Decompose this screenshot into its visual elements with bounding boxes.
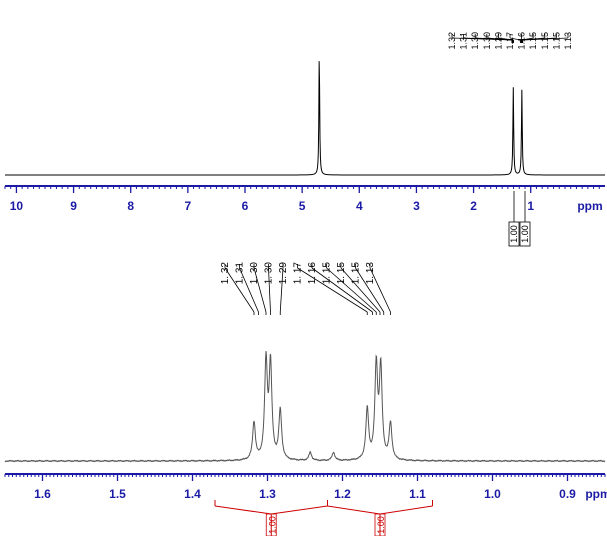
peak-label-connector	[498, 37, 514, 41]
integral-value-box	[508, 221, 520, 247]
x-tick-label: 8	[127, 199, 134, 213]
peak-label: 1.15	[528, 32, 538, 50]
peak-labels: 1.321.311.301.301.291.171.161.151.151.15…	[447, 32, 573, 50]
x-tick-label: 1.3	[259, 487, 276, 501]
peak-label: 1. 17	[293, 262, 304, 285]
peak-label-connector	[355, 267, 385, 313]
x-tick-label: 2	[470, 199, 477, 213]
peak-label: 1.15	[551, 32, 561, 50]
peak-label: 1. 13	[365, 262, 376, 285]
integral-bracket	[271, 505, 328, 515]
x-tick-label: 0.9	[559, 487, 576, 501]
integral-value: 1.00	[376, 516, 386, 534]
peak-label-connector	[369, 267, 391, 313]
integral-bracket	[379, 505, 433, 515]
spectrum-trace	[4, 350, 606, 463]
peak-label-connector	[509, 37, 521, 41]
peak-label-connector	[520, 37, 522, 41]
x-tick-label: 3	[413, 199, 420, 213]
peak-label: 1. 15	[351, 262, 362, 285]
peak-label: 1.13	[563, 32, 573, 50]
x-tick-label: 6	[242, 199, 249, 213]
x-tick-label: 1.6	[34, 487, 51, 501]
peak-label-connector	[522, 37, 569, 41]
peak-label: 1.32	[447, 32, 457, 50]
integral-value-box	[374, 513, 386, 536]
x-tick-label: 1.2	[334, 487, 351, 501]
x-tick-label: 9	[70, 199, 77, 213]
integral-bracket	[327, 505, 381, 515]
integral-value: 1.00	[520, 225, 530, 243]
peak-label-connector	[340, 267, 381, 313]
x-tick-label: 4	[356, 199, 363, 213]
peak-label: 1.17	[505, 32, 515, 50]
peak-label-connector	[279, 267, 284, 313]
x-tick-label: 1	[527, 199, 534, 213]
peak-label: 1. 15	[322, 262, 333, 285]
peak-label-connector	[239, 267, 259, 313]
x-tick-label: 5	[299, 199, 306, 213]
x-tick-label: 7	[185, 199, 192, 213]
peak-labels: 1. 32 1. 31 1. 30 1. 30 1. 29 1. 17 1. 16 1. 15…	[220, 262, 391, 315]
peak-label: 1. 16	[307, 262, 318, 285]
x-axis-unit-label: ppm	[585, 487, 607, 501]
x-axis-minor-ticks	[4, 474, 606, 477]
peak-label-connector	[297, 267, 368, 313]
peak-label: 1. 31	[235, 262, 246, 285]
peak-label-connector	[224, 267, 255, 313]
peak-label: 1.30	[470, 32, 480, 50]
integral-value-box	[265, 513, 277, 536]
x-tick-label: 1.4	[184, 487, 201, 501]
peak-label-connector	[311, 267, 373, 313]
integral-region: 1.00	[214, 500, 328, 536]
peak-label-connector	[326, 267, 377, 313]
integral-region: 1.00	[327, 500, 433, 536]
peak-label: 1.31	[459, 32, 469, 50]
peak-label-connector	[268, 267, 271, 313]
x-axis-unit-label: ppm	[577, 199, 602, 213]
peak-label: 1. 29	[278, 262, 289, 285]
x-tick-label: 10	[10, 199, 24, 213]
integral-region: 1.00	[519, 191, 531, 247]
peak-label-connector	[253, 267, 267, 313]
peak-label: 1.15	[540, 32, 550, 50]
integral-value: 1.00	[267, 516, 277, 534]
peak-label: 1. 30	[249, 262, 260, 285]
x-tick-label: 1.5	[109, 487, 126, 501]
integral-value: 1.00	[509, 225, 519, 243]
peak-label: 1. 32	[220, 262, 231, 285]
peak-label: 1.29	[493, 32, 503, 50]
integral-value-box	[519, 221, 531, 247]
spectrum-trace	[5, 61, 605, 176]
peak-label: 1. 15	[336, 262, 347, 285]
x-tick-label: 1.1	[409, 487, 426, 501]
x-tick-label: 1.0	[484, 487, 501, 501]
integral-bracket	[214, 505, 272, 515]
integral-region: 1.00	[508, 191, 520, 247]
peak-label: 1.30	[482, 32, 492, 50]
